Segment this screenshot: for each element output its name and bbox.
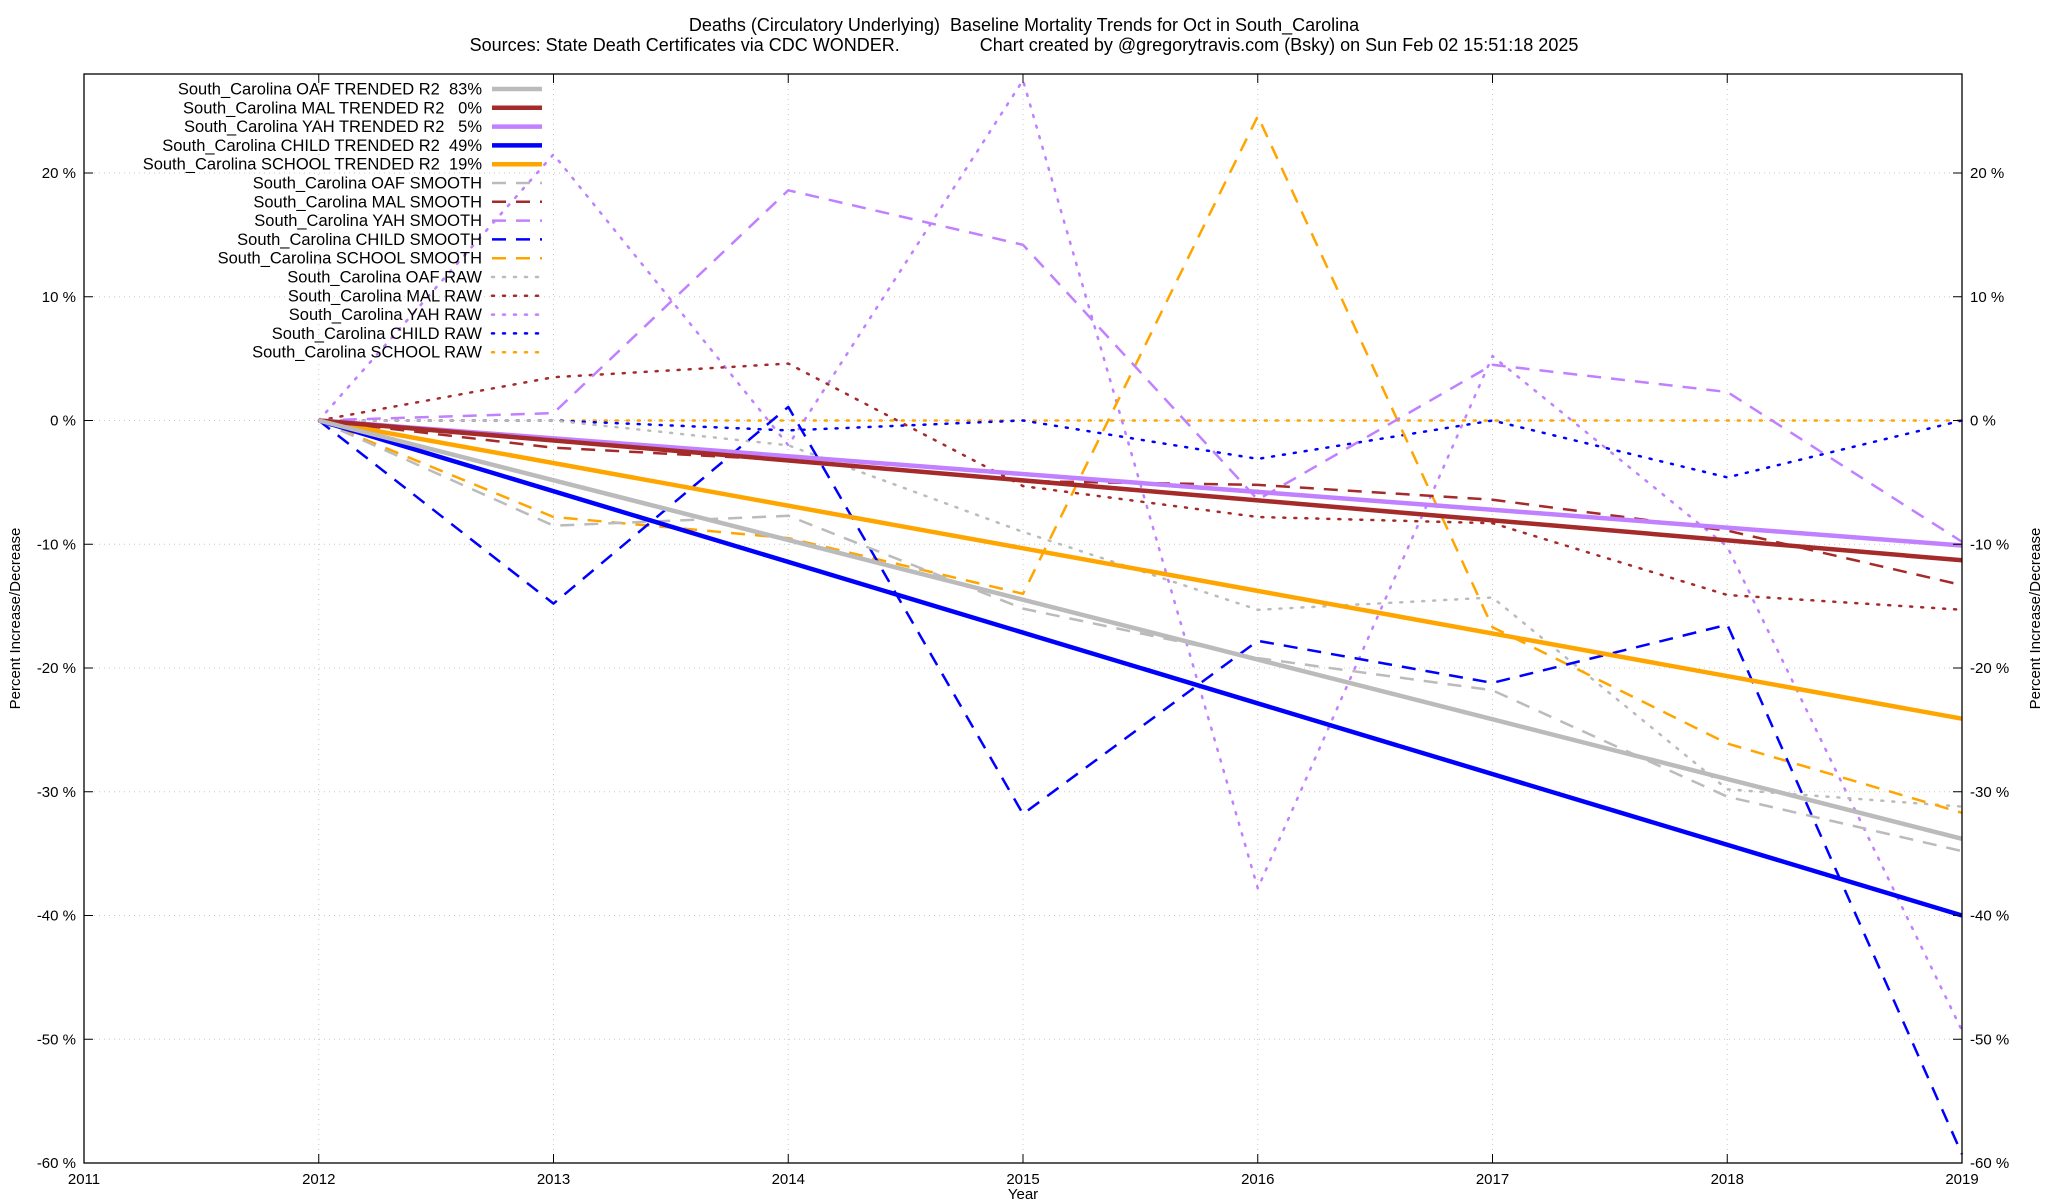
x-tick-label: 2013 xyxy=(537,1171,570,1188)
series-line-solid xyxy=(318,418,1963,563)
x-tick-label: 2018 xyxy=(1711,1171,1744,1188)
y-tick-label: 0 % xyxy=(50,413,76,430)
y2-axis-label: Percent Increase/Decrease xyxy=(2027,528,2044,710)
y2-tick-label: 20 % xyxy=(1970,165,2004,182)
legend-label: South_Carolina CHILD RAW xyxy=(272,325,483,343)
y2-tick-label: -40 % xyxy=(1970,908,2009,925)
legend-label: South_Carolina OAF RAW xyxy=(287,269,482,287)
y-tick-label: -10 % xyxy=(37,536,76,553)
y-tick-label: -30 % xyxy=(37,784,76,801)
y2-tick-label: 0 % xyxy=(1970,413,1996,430)
y-tick-label: -20 % xyxy=(37,660,76,677)
x-tick-label: 2015 xyxy=(1006,1171,1039,1188)
x-tick-label: 2012 xyxy=(302,1171,335,1188)
axis-ticks: 2011 2012 2013 2014 2015 2016 2017 2018 2019 20 %… xyxy=(37,74,2009,1188)
chart-subtitle: Sources: State Death Certificates via CD… xyxy=(469,35,1579,55)
legend-label: South_Carolina SCHOOL RAW xyxy=(252,344,482,362)
x-tick-label: 2016 xyxy=(1241,1171,1274,1188)
legend-label: South_Carolina YAH TRENDED R2 5% xyxy=(184,118,482,136)
y-tick-label: 20 % xyxy=(42,165,76,182)
series-line-dashed xyxy=(318,419,1963,853)
series-line-solid xyxy=(318,418,1963,721)
legend-label: South_Carolina CHILD TRENDED R2 49% xyxy=(162,137,482,155)
series-line-dotted xyxy=(317,78,1964,1032)
legend-label: South_Carolina CHILD SMOOTH xyxy=(237,231,482,249)
legend-label: South_Carolina YAH RAW xyxy=(289,306,483,324)
legend-label: South_Carolina OAF SMOOTH xyxy=(253,175,482,193)
y-tick-label: -40 % xyxy=(37,908,76,925)
series-line-dotted xyxy=(317,419,1964,808)
legend-label: South_Carolina MAL TRENDED R2 0% xyxy=(183,99,482,117)
y-tick-label: 10 % xyxy=(42,289,76,306)
legend-label: South_Carolina MAL RAW xyxy=(288,287,483,305)
legend-label: South_Carolina SCHOOL SMOOTH xyxy=(218,250,482,268)
series-lines xyxy=(317,78,1964,1155)
legend-label: South_Carolina SCHOOL TRENDED R2 19% xyxy=(143,156,483,174)
y2-tick-label: -20 % xyxy=(1970,660,2009,677)
legend-label: South_Carolina YAH SMOOTH xyxy=(254,212,482,230)
y-tick-label: -50 % xyxy=(37,1031,76,1048)
y2-tick-label: -10 % xyxy=(1970,536,2009,553)
y-axis-label: Percent Increase/Decrease xyxy=(7,528,24,710)
x-axis-label: Year xyxy=(1008,1186,1038,1200)
legend-label: South_Carolina MAL SMOOTH xyxy=(253,193,482,211)
legend-label: South_Carolina OAF TRENDED R2 83% xyxy=(178,81,482,99)
x-tick-label: 2017 xyxy=(1476,1171,1509,1188)
legend: South_Carolina OAF TRENDED R2 83%South_C… xyxy=(143,81,544,362)
y2-tick-label: -30 % xyxy=(1970,784,2009,801)
x-tick-label: 2011 xyxy=(68,1171,100,1188)
x-tick-label: 2019 xyxy=(1945,1171,1978,1188)
chart-title: Deaths (Circulatory Underlying) Baseline… xyxy=(688,15,1360,35)
series-line-dashed xyxy=(318,189,1963,543)
series-line-dashed xyxy=(318,114,1963,814)
series-line-dotted xyxy=(317,419,1964,479)
y2-tick-label: 10 % xyxy=(1970,289,2004,306)
x-tick-label: 2014 xyxy=(772,1171,805,1188)
y-tick-label: -60 % xyxy=(37,1155,76,1172)
y2-tick-label: -50 % xyxy=(1970,1031,2009,1048)
series-line-dashed xyxy=(318,419,1963,587)
series-line-solid xyxy=(318,418,1963,918)
series-line-solid xyxy=(318,418,1963,548)
y2-tick-label: -60 % xyxy=(1970,1155,2009,1172)
series-line-dashed xyxy=(318,405,1964,1155)
series-line-solid xyxy=(318,418,1963,841)
